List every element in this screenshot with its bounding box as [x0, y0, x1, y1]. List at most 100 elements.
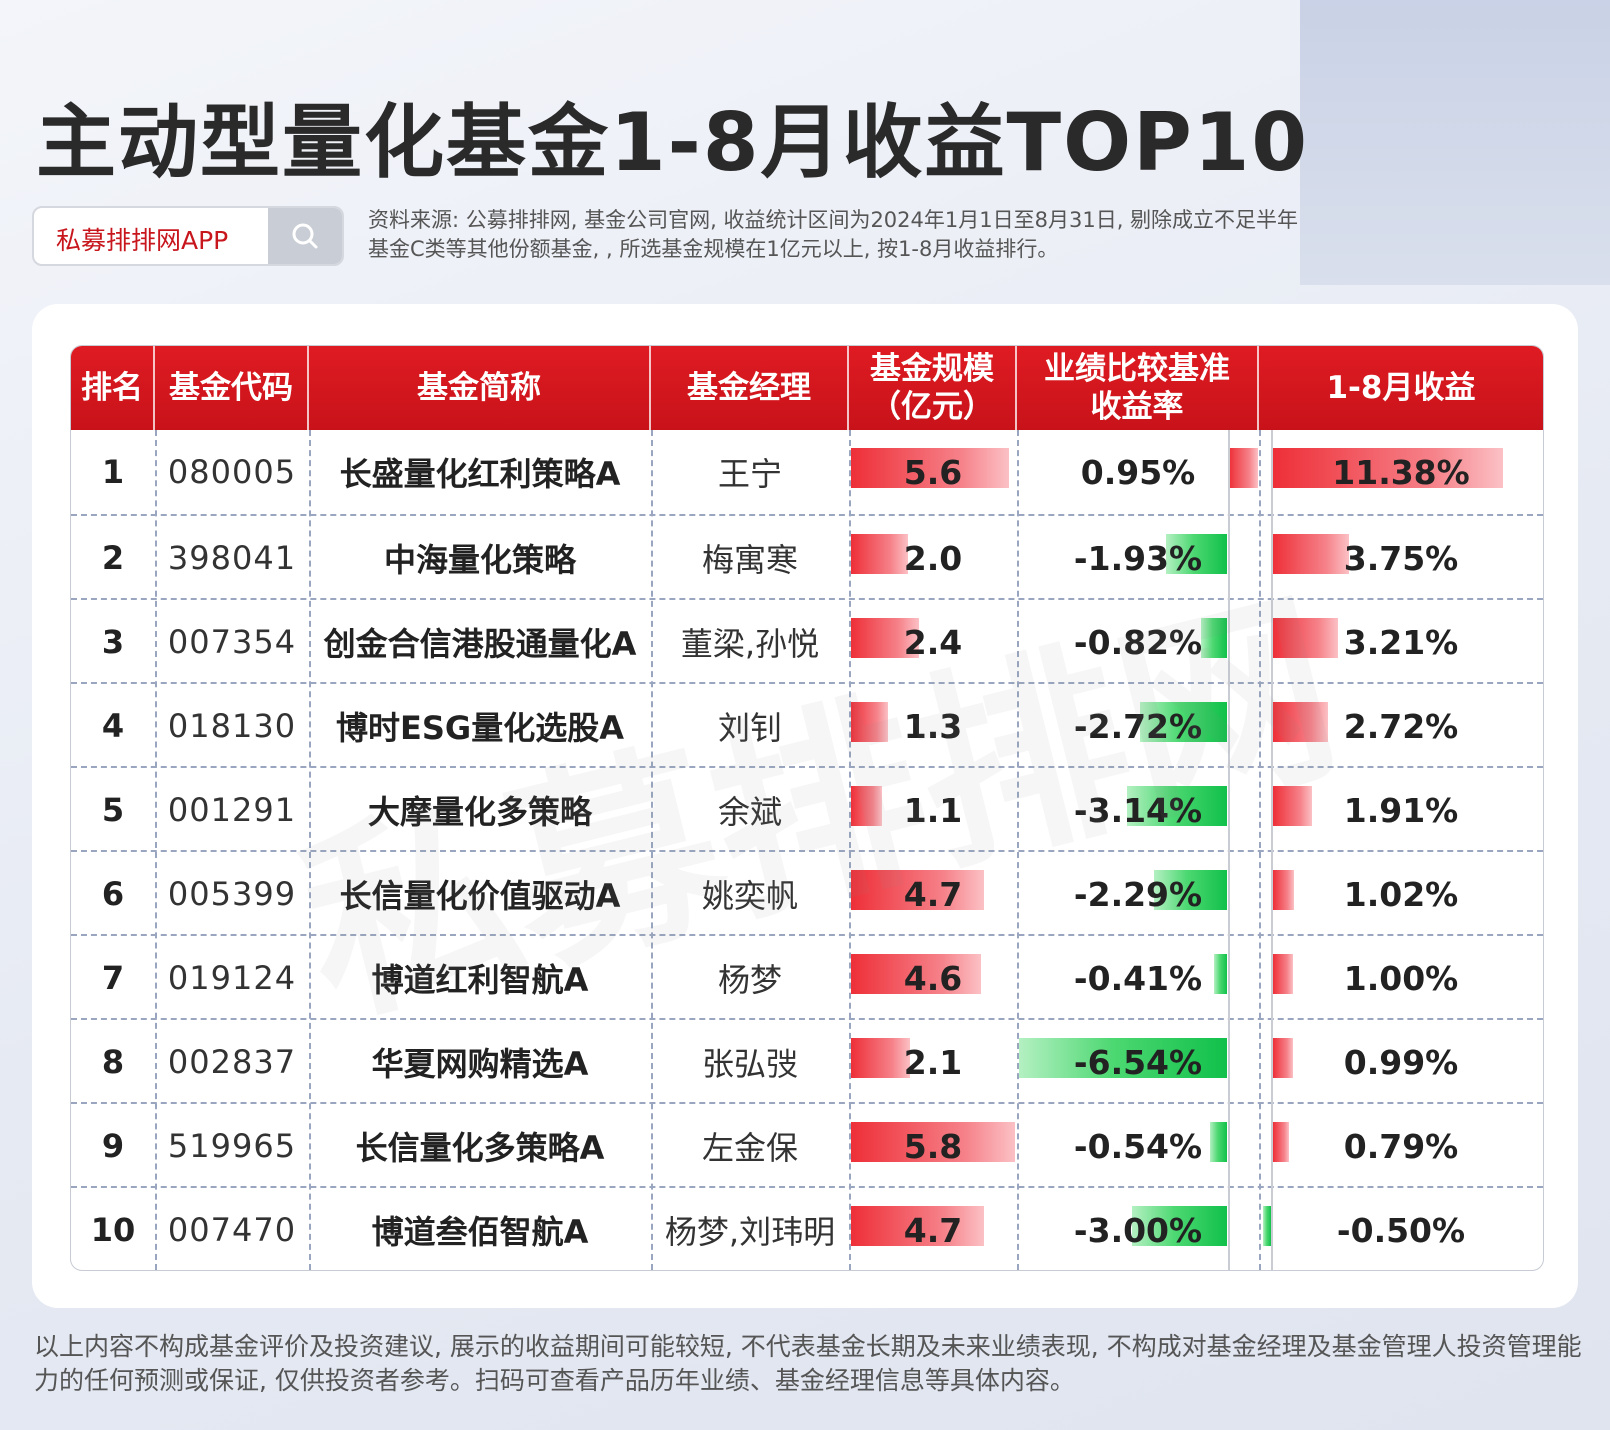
benchmark-value: -6.54% — [1073, 1042, 1203, 1082]
rank-cell: 7 — [101, 959, 125, 997]
column-divider — [849, 430, 851, 1270]
manager-cell: 姚奕帆 — [701, 877, 798, 915]
rank-cell: 6 — [101, 875, 125, 913]
benchmark-value: -0.41% — [1073, 958, 1203, 998]
header-name: 基金简称 — [309, 346, 651, 430]
benchmark-value: -1.93% — [1073, 538, 1203, 578]
return-value: 0.79% — [1343, 1126, 1459, 1166]
benchmark-value: -3.14% — [1073, 790, 1203, 830]
return-bar — [1273, 618, 1338, 658]
rank-cell: 8 — [101, 1043, 125, 1081]
return-bar — [1273, 1038, 1293, 1078]
benchmark-bar — [1214, 954, 1227, 994]
return-value: 1.91% — [1343, 790, 1459, 830]
header-rank: 排名 — [71, 346, 155, 430]
rank-cell: 3 — [101, 623, 125, 661]
header-size: 基金规模 （亿元） — [849, 346, 1017, 430]
size-bar — [851, 618, 919, 658]
column-divider — [1259, 430, 1261, 1270]
size-value: 2.1 — [903, 1042, 963, 1082]
table-row: 6 005399 长信量化价值驱动A 姚奕帆 4.7 -2.29% 1.02% — [71, 850, 1543, 934]
benchmark-value: -0.82% — [1073, 622, 1203, 662]
fund-name-cell: 华夏网购精选A — [371, 1045, 589, 1083]
rank-cell: 10 — [90, 1211, 136, 1249]
fund-name-cell: 中海量化策略 — [383, 541, 576, 579]
source-note: 资料来源: 公募排排网, 基金公司官网, 收益统计区间为2024年1月1日至8月… — [368, 208, 1299, 261]
fund-code-cell: 398041 — [167, 539, 297, 577]
table-row: 7 019124 博道红利智航A 杨梦 4.6 -0.41% 1.00% — [71, 934, 1543, 1018]
return-bar — [1263, 1206, 1271, 1246]
fund-code-cell: 007354 — [167, 623, 297, 661]
fund-name-cell: 博道红利智航A — [371, 961, 589, 999]
size-value: 1.3 — [903, 706, 963, 746]
return-bar — [1273, 786, 1312, 826]
header-benchmark: 业绩比较基准 收益率 — [1017, 346, 1259, 430]
header-manager: 基金经理 — [651, 346, 849, 430]
size-bar — [851, 534, 908, 574]
rank-cell: 4 — [101, 707, 125, 745]
table-header: 排名 基金代码 基金简称 基金经理 基金规模 （亿元） 业绩比较基准 收益率 1… — [71, 346, 1543, 430]
manager-cell: 刘钊 — [717, 709, 782, 747]
size-bar — [851, 786, 882, 826]
size-value: 2.0 — [903, 538, 963, 578]
return-value: 11.38% — [1332, 452, 1470, 492]
fund-name-cell: 博时ESG量化选股A — [336, 709, 624, 747]
search-text: 私募排排网APP — [56, 226, 229, 255]
table-row: 1 080005 长盛量化红利策略A 王宁 5.6 0.95% 11.38% — [71, 430, 1543, 514]
search-button[interactable] — [268, 208, 342, 264]
benchmark-value: -2.72% — [1073, 706, 1203, 746]
table-row: 10 007470 博道叁佰智航A 杨梦,刘玮明 4.7 -3.00% -0.50% — [71, 1186, 1543, 1270]
table-row: 8 002837 华夏网购精选A 张弘弢 2.1 -6.54% 0.99% — [71, 1018, 1543, 1102]
size-bar — [851, 954, 981, 994]
manager-cell: 张弘弢 — [701, 1045, 798, 1083]
size-value: 4.6 — [903, 958, 963, 998]
benchmark-bar — [1210, 1122, 1227, 1162]
rank-cell: 2 — [101, 539, 125, 577]
benchmark-value: -2.29% — [1073, 874, 1203, 914]
size-bar — [851, 1122, 1015, 1162]
benchmark-bar — [1201, 618, 1227, 658]
benchmark-bar — [1132, 1206, 1227, 1246]
return-value: 1.02% — [1343, 874, 1459, 914]
column-divider — [309, 430, 311, 1270]
benchmark-bar — [1229, 448, 1258, 488]
decorative-header-panel — [1300, 0, 1610, 285]
rank-cell: 5 — [101, 791, 125, 829]
fund-name-cell: 长信量化多策略A — [355, 1129, 605, 1167]
disclaimer: 以上内容不构成基金评价及投资建议, 展示的收益期间可能较短, 不代表基金长期及未… — [34, 1332, 1582, 1395]
return-value: 0.99% — [1343, 1042, 1459, 1082]
fund-code-cell: 519965 — [167, 1127, 297, 1165]
fund-name-cell: 创金合信港股通量化A — [323, 625, 637, 663]
column-divider — [1017, 430, 1019, 1270]
header-code: 基金代码 — [155, 346, 309, 430]
column-divider — [651, 430, 653, 1270]
table-row: 3 007354 创金合信港股通量化A 董梁,孙悦 2.4 -0.82% 3.21% — [71, 598, 1543, 682]
size-bar — [851, 702, 888, 742]
return-value: -0.50% — [1336, 1210, 1466, 1250]
benchmark-bar — [1154, 870, 1227, 910]
fund-name-cell: 长信量化价值驱动A — [339, 877, 621, 915]
fund-code-cell: 001291 — [167, 791, 297, 829]
size-bar — [851, 1038, 910, 1078]
return-value: 3.75% — [1343, 538, 1459, 578]
fund-name-cell: 博道叁佰智航A — [371, 1213, 589, 1251]
column-divider — [1228, 430, 1230, 1270]
search-box[interactable]: 私募排排网APP — [32, 206, 344, 266]
search-icon — [292, 223, 318, 249]
return-value: 3.21% — [1343, 622, 1459, 662]
rank-cell: 1 — [101, 453, 125, 491]
column-divider — [155, 430, 157, 1270]
manager-cell: 杨梦,刘玮明 — [664, 1213, 836, 1251]
manager-cell: 王宁 — [717, 455, 782, 493]
size-bar — [851, 870, 984, 910]
manager-cell: 左金保 — [701, 1129, 798, 1167]
return-bar — [1273, 870, 1294, 910]
fund-name-cell: 长盛量化红利策略A — [339, 455, 621, 493]
rank-cell: 9 — [101, 1127, 125, 1165]
fund-code-cell: 005399 — [167, 875, 297, 913]
return-bar — [1273, 1122, 1289, 1162]
size-bar — [851, 448, 1009, 488]
fund-code-cell: 019124 — [167, 959, 297, 997]
manager-cell: 余斌 — [717, 793, 782, 831]
return-bar — [1273, 534, 1349, 574]
